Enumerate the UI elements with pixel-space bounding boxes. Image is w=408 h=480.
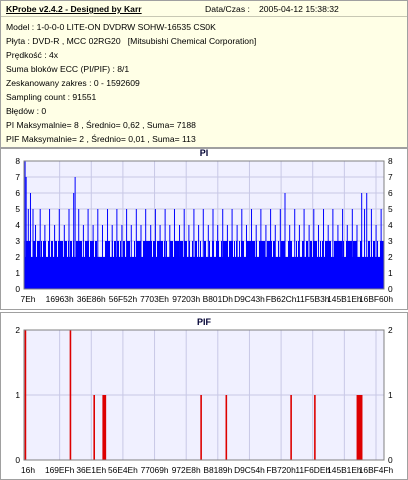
y-tick-label-right: 1 [388, 390, 393, 400]
x-tick-label: FB720h [266, 465, 296, 475]
x-tick-label: 56F52h [109, 294, 138, 304]
x-tick-label: 11F6DEh [295, 465, 330, 475]
y-tick-label-left: 2 [15, 325, 20, 335]
info-panel: KProbe v2.4.2 - Designed by Karr Data/Cz… [0, 0, 408, 148]
y-tick-label-left: 6 [15, 188, 20, 198]
chart-title: PI [200, 148, 209, 158]
y-tick-label-right: 8 [388, 156, 393, 166]
info-pi-summary: PI Maksymalnie= 8 , Średnio= 0,62 , Suma… [6, 120, 196, 130]
x-tick-label: 56E4Eh [108, 465, 138, 475]
x-tick-label: 77069h [141, 465, 169, 475]
x-tick-label: 11F5B3h [296, 294, 330, 304]
x-tick-label: 145B1Eh [327, 294, 362, 304]
y-tick-label-left: 5 [15, 204, 20, 214]
y-tick-label-left: 2 [15, 252, 20, 262]
x-tick-label: 36E86h [77, 294, 106, 304]
y-tick-label-right: 1 [388, 268, 393, 278]
x-tick-label: 16h [21, 465, 35, 475]
pi-chart: PI 0 0 1 1 2 2 3 3 4 4 5 5 6 6 7 7 8 8 7Eh 16963h 36E86h 56F52… [0, 148, 408, 310]
y-tick-label-right: 7 [388, 172, 393, 182]
x-tick-label: FB62Ch [266, 294, 297, 304]
x-tick-label: 169EFh [45, 465, 75, 475]
info-model: Model : 1-0-0-0 LITE-ON DVDRW SOHW-16535… [6, 22, 216, 32]
y-tick-label-left: 0 [15, 455, 20, 465]
pif-chart: PIF 0 0 1 1 2 2 16h 169EFh 36E1Eh 56E4Eh 77069h 972E… [0, 312, 408, 480]
x-tick-label: 7703Eh [140, 294, 169, 304]
y-tick-label-right: 2 [388, 252, 393, 262]
y-tick-label-right: 0 [388, 284, 393, 294]
y-tick-label-right: 6 [388, 188, 393, 198]
info-ecc-blocks: Suma bloków ECC (PI/PIF) : 8/1 [6, 64, 130, 74]
x-tick-label: 16BF4Fh [359, 465, 394, 475]
y-tick-label-left: 7 [15, 172, 20, 182]
header-separator [1, 16, 407, 17]
pif-plot-border [23, 329, 385, 461]
y-tick-label-left: 8 [15, 156, 20, 166]
info-speed: Prędkość : 4x [6, 50, 59, 60]
info-errors: Błędów : 0 [6, 106, 47, 116]
x-tick-label: B8189h [203, 465, 232, 475]
y-tick-label-right: 3 [388, 236, 393, 246]
x-tick-label: B801Dh [203, 294, 234, 304]
x-tick-label: 36E1Eh [76, 465, 106, 475]
info-disc: Płyta : DVD-R , MCC 02RG20 [Mitsubishi C… [6, 36, 257, 46]
y-tick-label-left: 0 [15, 284, 20, 294]
y-tick-label-left: 3 [15, 236, 20, 246]
y-tick-label-right: 2 [388, 325, 393, 335]
chart-title: PIF [197, 317, 212, 327]
x-tick-label: 145B1Eh [327, 465, 362, 475]
y-tick-label-right: 0 [388, 455, 393, 465]
x-tick-label: 97203h [172, 294, 200, 304]
y-tick-label-left: 4 [15, 220, 20, 230]
y-tick-label-right: 5 [388, 204, 393, 214]
x-tick-label: 7Eh [21, 294, 36, 304]
date-value: 2005-04-12 15:38:32 [259, 4, 339, 14]
y-tick-label-left: 1 [15, 390, 20, 400]
pi-plot-border [23, 160, 385, 290]
x-tick-label: D9C43h [234, 294, 265, 304]
x-tick-label: 16BF60h [359, 294, 393, 304]
app-title: KProbe v2.4.2 - Designed by Karr [6, 4, 142, 14]
y-tick-label-right: 4 [388, 220, 393, 230]
x-tick-label: 972E8h [172, 465, 201, 475]
pi-base-band [24, 257, 384, 289]
y-tick-label-left: 1 [15, 268, 20, 278]
date-label: Data/Czas : [205, 4, 250, 14]
info-pif-summary: PIF Maksymalnie= 2 , Średnio= 0,01 , Sum… [6, 134, 196, 144]
info-scan-range: Zeskanowany zakres : 0 - 1592609 [6, 78, 140, 88]
info-sampling-count: Sampling count : 91551 [6, 92, 97, 102]
x-tick-label: 16963h [46, 294, 74, 304]
x-tick-label: D9C54h [234, 465, 265, 475]
